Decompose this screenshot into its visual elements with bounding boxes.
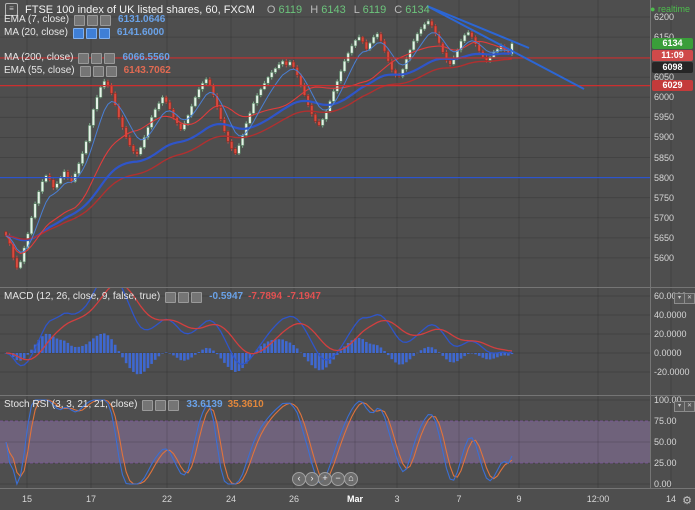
pane-separators [0,0,695,489]
indicator-hide-button[interactable] [74,14,86,26]
indicator-delete-button[interactable] [104,52,116,64]
symbol-title[interactable]: FTSE 100 index of UK listed shares, 60, … [25,3,255,16]
indicator-delete-button[interactable] [105,65,117,77]
time-axis-label[interactable]: 17 [85,494,97,504]
price-axis-badge: 6098 [652,61,693,73]
stoch-pane [5,399,513,486]
indicator-delete-button[interactable] [100,14,112,26]
high-label: H [310,3,319,16]
time-axis-label[interactable]: Mar [346,494,364,504]
time-axis-label[interactable]: 24 [225,494,237,504]
indicator-0-label[interactable]: EMA (7, close) [4,14,70,25]
indicator-settings-button[interactable] [87,14,99,26]
settings-gear-icon[interactable]: ⚙ [682,495,692,507]
indicator-3-value: 6143.7062 [123,65,171,76]
macd-legend-value: -7.7894 [248,291,283,302]
ohlc-readout: O 6119 H 6143 L 6119 C 6134 [262,4,430,16]
reset-view-button[interactable]: ⌂ [344,472,358,486]
time-axis-label[interactable]: 14 [665,494,677,504]
indicator-hide-button[interactable] [79,65,91,77]
indicator-2-label[interactable]: MA (200, close) [4,52,74,63]
stoch-legend-label[interactable]: Stoch RSI (3, 3, 21, 21, close) [4,399,138,410]
indicator-delete-button[interactable] [98,27,110,39]
pane-close-button[interactable]: ✕ [684,401,695,412]
pan-left-button[interactable]: ‹ [292,472,306,486]
macd-legend-label[interactable]: MACD (12, 26, close, 9, false, true) [4,291,161,302]
indicator-1-value: 6141.6000 [116,27,165,38]
macd-legend-value: -7.1947 [287,291,321,302]
pan-right-button[interactable]: › [305,472,319,486]
indicator-0-value: 6131.0646 [118,14,166,25]
indicator-hide-button[interactable] [142,399,154,411]
stoch-legend-value: 33.6139 [186,399,223,410]
stoch-legend-row: Stoch RSI (3, 3, 21, 21, close) 33.6139 35… [4,399,264,411]
macd-legend-value: -0.5947 [209,291,244,302]
price-axis-badge: 11:09 [652,49,693,61]
indicator-3-label[interactable]: EMA (55, close) [4,65,75,76]
stoch-legend-value: 35.3610 [227,399,264,410]
time-axis-label[interactable]: 12:00 [586,494,610,504]
indicator-1-row: MA (20, close) 6141.6000 [4,27,164,39]
macd-legend-row: MACD (12, 26, close, 9, false, true) -0.5… [4,291,321,303]
time-axis-label[interactable]: 9 [516,494,522,504]
time-axis-label[interactable]: 3 [394,494,400,504]
indicator-settings-button[interactable] [85,27,97,39]
high-value: 6143 [321,3,346,16]
indicator-settings-button[interactable] [178,291,190,303]
indicator-hide-button[interactable] [78,52,90,64]
chart-header: ≡ FTSE 100 index of UK listed shares, 60… [5,3,430,16]
chart-menu-icon[interactable]: ≡ [5,3,18,16]
pane-close-button[interactable]: ✕ [684,293,695,304]
indicator-3-row: EMA (55, close) 6143.7062 [4,65,171,77]
indicator-settings-button[interactable] [92,65,104,77]
realtime-status-badge: ● realtime [650,4,690,14]
indicator-delete-button[interactable] [168,399,180,411]
indicator-2-row: MA (200, close) 6066.5560 [4,52,170,64]
zoom-in-button[interactable]: + [318,472,332,486]
low-label: L [353,3,360,16]
price-pane [0,5,650,270]
zoom-out-button[interactable]: − [331,472,345,486]
time-axis-label[interactable]: 26 [288,494,300,504]
indicator-1-label[interactable]: MA (20, close) [4,27,68,38]
indicator-delete-button[interactable] [191,291,203,303]
indicator-settings-button[interactable] [91,52,103,64]
indicator-0-row: EMA (7, close) 6131.0646 [4,14,165,26]
time-axis-label[interactable]: 15 [21,494,33,504]
trend-line [426,5,585,90]
close-value: 6134 [405,3,430,16]
trend-line [426,5,530,49]
low-value: 6119 [362,3,387,16]
indicator-hide-button[interactable] [72,27,84,39]
price-axis-badge: 6029 [652,80,693,92]
indicator-settings-button[interactable] [155,399,167,411]
time-axis-label[interactable]: 7 [456,494,462,504]
close-label: C [394,3,403,16]
macd-pane [4,288,514,375]
indicator-2-value: 6066.5560 [122,52,170,63]
open-value: 6119 [278,3,303,16]
price-axis-badge: 6134 [652,37,693,49]
stoch-band [0,421,650,463]
open-label: O [266,3,276,16]
indicator-hide-button[interactable] [165,291,177,303]
time-axis-label[interactable]: 22 [161,494,173,504]
